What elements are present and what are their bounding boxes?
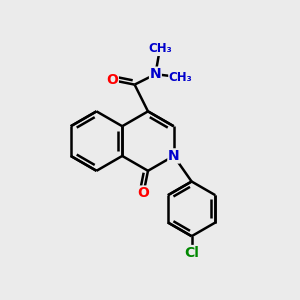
Text: Cl: Cl <box>184 245 199 260</box>
Text: O: O <box>138 186 149 200</box>
Text: CH₃: CH₃ <box>148 42 172 56</box>
Text: CH₃: CH₃ <box>169 71 193 84</box>
Text: N: N <box>150 67 161 81</box>
Text: N: N <box>168 149 179 163</box>
Text: O: O <box>106 73 118 87</box>
